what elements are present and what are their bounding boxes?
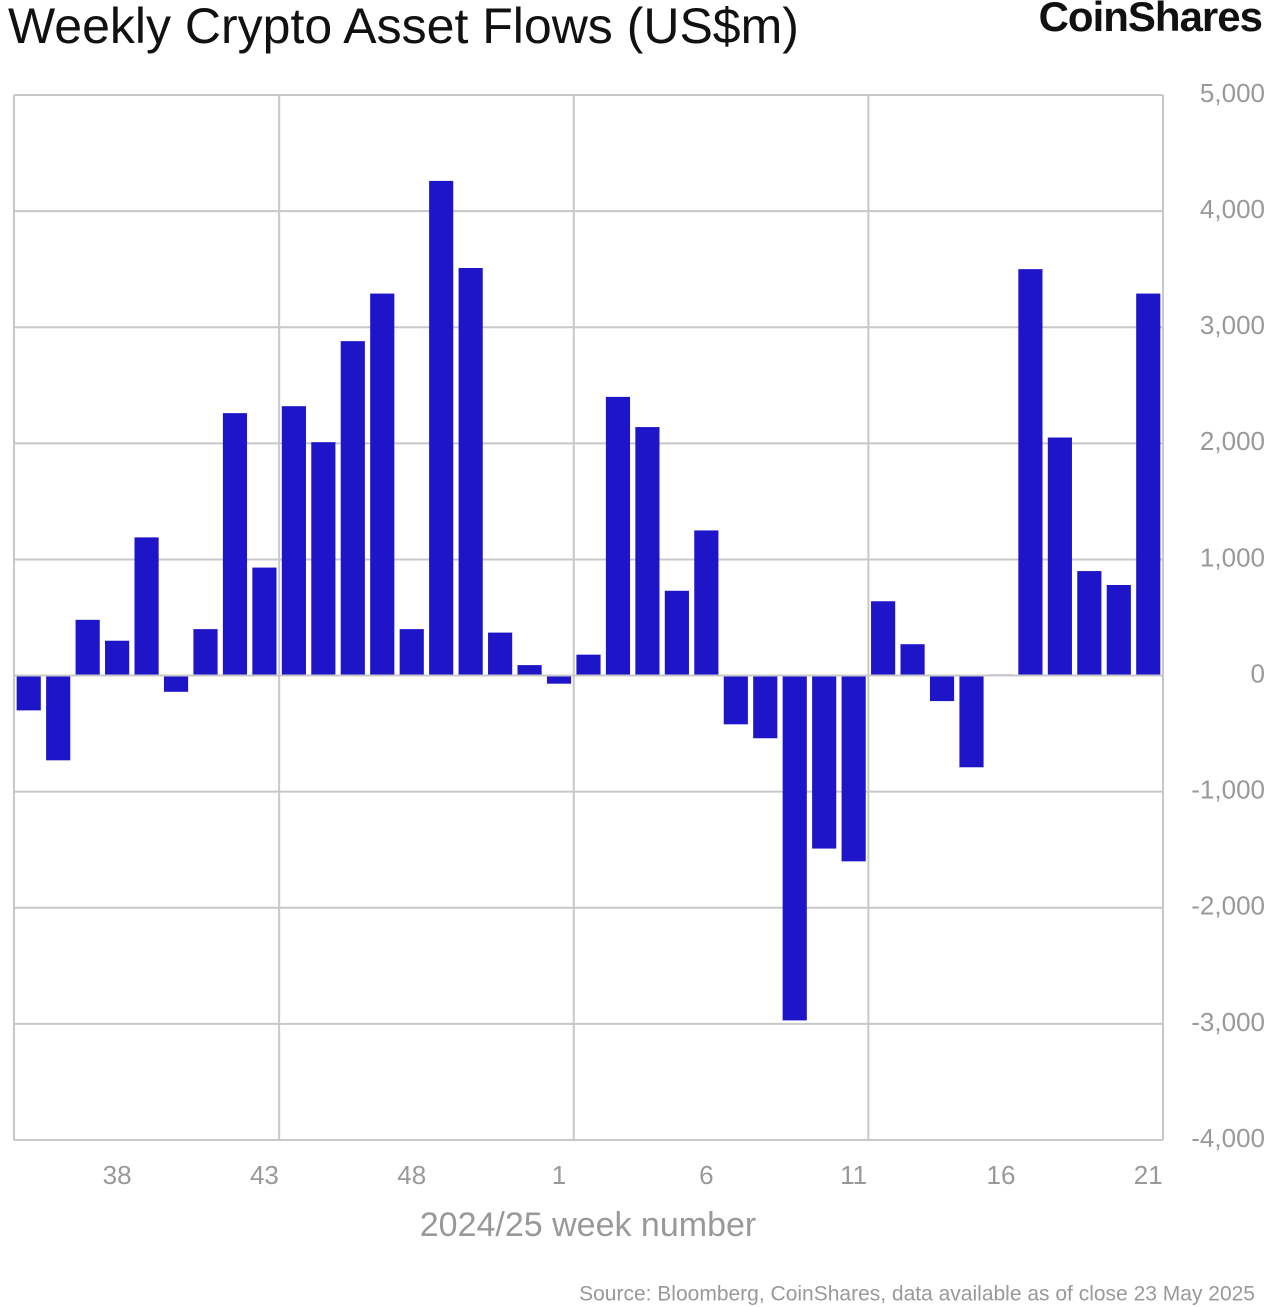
bar bbox=[193, 629, 218, 676]
bar bbox=[753, 675, 778, 739]
bar bbox=[517, 665, 542, 676]
source-note: Source: Bloomberg, CoinShares, data avai… bbox=[579, 1283, 1255, 1306]
chart-title: Weekly Crypto Asset Flows (US$m) bbox=[8, 0, 799, 54]
x-tick-label: 38 bbox=[103, 1160, 132, 1190]
x-tick-label: 11 bbox=[840, 1160, 867, 1190]
bar bbox=[782, 675, 807, 1021]
bar bbox=[399, 629, 424, 676]
bar bbox=[900, 644, 925, 676]
bar bbox=[546, 675, 572, 684]
x-axis-label: 2024/25 week number bbox=[420, 1206, 756, 1244]
bar bbox=[1136, 293, 1161, 676]
bar bbox=[46, 675, 71, 761]
x-tick-label: 21 bbox=[1134, 1160, 1163, 1190]
bar bbox=[812, 675, 837, 849]
bar bbox=[340, 341, 365, 676]
y-tick-label: 3,000 bbox=[1200, 310, 1265, 340]
x-tick-label: 43 bbox=[250, 1160, 279, 1190]
bar bbox=[635, 427, 660, 676]
bar bbox=[163, 675, 189, 692]
bar bbox=[281, 406, 306, 676]
x-tick-label: 6 bbox=[699, 1160, 713, 1190]
bar bbox=[929, 675, 955, 702]
bar bbox=[605, 396, 631, 676]
y-tick-label: 1,000 bbox=[1200, 542, 1265, 572]
bar bbox=[75, 619, 100, 676]
bar bbox=[252, 567, 277, 676]
bar bbox=[841, 675, 866, 862]
bar bbox=[1106, 584, 1131, 676]
bar bbox=[871, 601, 896, 676]
bar bbox=[664, 590, 689, 676]
y-tick-label: -3,000 bbox=[1191, 1007, 1265, 1037]
y-tick-label: -1,000 bbox=[1191, 775, 1265, 805]
bar bbox=[311, 442, 336, 676]
bar bbox=[16, 675, 41, 711]
bar bbox=[458, 268, 483, 676]
bar bbox=[429, 180, 454, 676]
bar bbox=[134, 537, 159, 676]
bar bbox=[576, 654, 601, 676]
bar bbox=[723, 675, 748, 725]
bar bbox=[694, 530, 719, 676]
bar bbox=[488, 632, 513, 676]
y-tick-label: 2,000 bbox=[1200, 426, 1265, 456]
bar bbox=[1077, 571, 1102, 676]
bar bbox=[105, 640, 130, 676]
y-tick-label: -2,000 bbox=[1191, 891, 1265, 921]
bar bbox=[370, 293, 395, 676]
bar bbox=[1018, 269, 1043, 676]
x-tick-label: 16 bbox=[987, 1160, 1016, 1190]
bar bbox=[222, 413, 248, 676]
logo: CoinShares bbox=[1039, 0, 1262, 40]
bar bbox=[1047, 437, 1072, 676]
x-tick-label: 48 bbox=[397, 1160, 426, 1190]
y-tick-label: 4,000 bbox=[1200, 194, 1265, 224]
y-tick-label: 5,000 bbox=[1200, 78, 1265, 108]
y-tick-label: -4,000 bbox=[1191, 1123, 1265, 1153]
bar bbox=[959, 675, 984, 768]
x-tick-label: 1 bbox=[552, 1160, 566, 1190]
y-tick-label: 0 bbox=[1251, 658, 1265, 688]
